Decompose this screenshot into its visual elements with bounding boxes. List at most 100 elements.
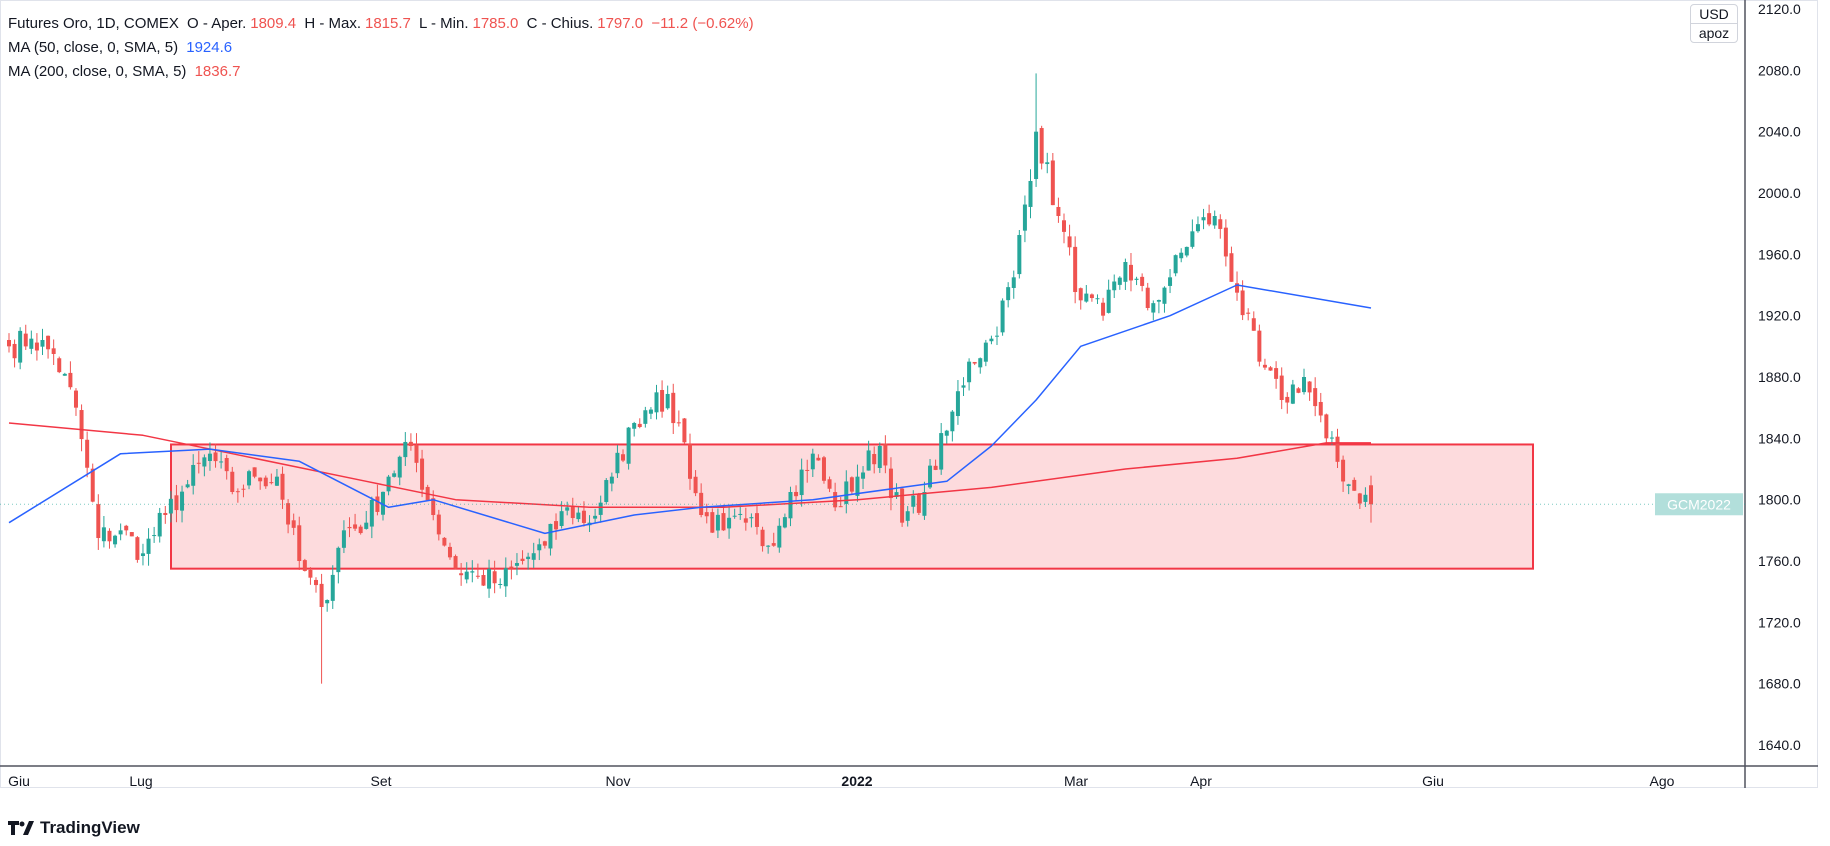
candle-body xyxy=(1302,377,1307,393)
candle-body xyxy=(207,453,212,462)
candle-body xyxy=(1039,128,1044,164)
ma50-row[interactable]: MA (50, close, 0, SMA, 5) 1924.6 xyxy=(8,36,758,60)
candle-body xyxy=(1162,287,1167,304)
candle-body xyxy=(699,492,704,515)
candle-body xyxy=(224,458,229,472)
candle-body xyxy=(609,476,614,484)
ma50-label: MA (50, close, 0, SMA, 5) xyxy=(8,39,179,56)
open-label: O - Aper. xyxy=(187,15,247,32)
candle-body xyxy=(113,535,118,545)
time-tick-label: 2022 xyxy=(841,773,872,789)
candle-body xyxy=(637,423,642,427)
candle-body xyxy=(1235,283,1240,293)
candle-body xyxy=(928,465,933,488)
candle-body xyxy=(766,545,771,547)
ma200-row[interactable]: MA (200, close, 0, SMA, 5) 1836.7 xyxy=(8,60,758,84)
candle-body xyxy=(821,457,826,481)
ma200-label: MA (200, close, 0, SMA, 5) xyxy=(8,63,187,80)
candle-body xyxy=(269,482,274,484)
candle-body xyxy=(1106,289,1111,313)
price-tick-label: 1920.0 xyxy=(1758,308,1801,324)
candle-body xyxy=(397,456,402,478)
candle-body xyxy=(548,523,553,549)
candle-body xyxy=(358,526,363,534)
candle-body xyxy=(180,491,185,511)
candle-body xyxy=(1229,253,1234,282)
candle-body xyxy=(888,468,893,499)
candle-body xyxy=(1022,204,1027,231)
candle-body xyxy=(788,492,793,519)
candle-body xyxy=(408,441,413,446)
candle-body xyxy=(1101,302,1106,316)
candle-body xyxy=(1140,276,1145,286)
candle-body xyxy=(827,479,832,489)
candle-body xyxy=(129,532,134,537)
candle-body xyxy=(341,530,346,548)
candle-body xyxy=(621,454,626,461)
candle-body xyxy=(96,504,101,538)
candle-body xyxy=(514,563,519,566)
candle-body xyxy=(1084,293,1089,302)
candle-body xyxy=(1279,375,1284,400)
candle-body xyxy=(777,525,782,548)
candle-body xyxy=(380,491,385,515)
candle-body xyxy=(1184,246,1189,256)
candle-body xyxy=(559,511,564,526)
candle-body xyxy=(877,446,882,468)
time-tick-label: Apr xyxy=(1190,773,1212,789)
candle-body xyxy=(916,494,921,513)
candle-body xyxy=(732,515,737,517)
candle-body xyxy=(403,441,408,458)
candle-body xyxy=(1128,264,1133,281)
candle-body xyxy=(1056,206,1061,216)
candle-body xyxy=(872,453,877,465)
candle-body xyxy=(1274,368,1279,379)
candle-body xyxy=(73,390,78,408)
price-tick-label: 1680.0 xyxy=(1758,676,1801,692)
candle-body xyxy=(721,513,726,531)
candle-body xyxy=(665,393,670,409)
candle-body xyxy=(1268,367,1273,371)
currency-unit-box[interactable]: USD apoz xyxy=(1690,4,1738,43)
candle-body xyxy=(682,418,687,443)
candle-body xyxy=(1123,262,1128,282)
candle-body xyxy=(581,510,586,523)
candle-body xyxy=(1034,131,1039,180)
close-label: C - Chius. xyxy=(526,15,594,32)
symbol-title[interactable]: Futures Oro, 1D, COMEX xyxy=(8,15,179,32)
candle-body xyxy=(1290,384,1295,404)
candle-body xyxy=(542,541,547,546)
candle-body xyxy=(258,477,263,482)
candle-body xyxy=(124,525,129,531)
candle-body xyxy=(436,514,441,535)
unit-label[interactable]: apoz xyxy=(1691,23,1737,42)
candle-body xyxy=(414,444,419,463)
candle-body xyxy=(442,537,447,546)
tradingview-logo[interactable]: TradingView xyxy=(8,818,140,838)
candle-body xyxy=(1078,288,1083,301)
price-tick-label: 1720.0 xyxy=(1758,614,1801,630)
candle-body xyxy=(810,453,815,470)
candle-body xyxy=(972,361,977,364)
candle-body xyxy=(520,558,525,561)
candle-body xyxy=(18,330,23,363)
candle-body xyxy=(29,338,34,349)
currency-label[interactable]: USD xyxy=(1699,6,1729,22)
candle-body xyxy=(849,477,854,492)
candle-body xyxy=(944,430,949,436)
candle-body xyxy=(286,503,291,525)
candle-body xyxy=(1246,312,1251,314)
candle-body xyxy=(57,358,62,373)
candle-body xyxy=(1179,252,1184,259)
candle-body xyxy=(453,556,458,569)
time-tick-label: Ago xyxy=(1650,773,1675,789)
candle-body xyxy=(1028,180,1033,207)
candle-body xyxy=(325,600,330,604)
candle-body xyxy=(7,340,11,347)
symbol-tag-box xyxy=(1655,493,1743,516)
candle-body xyxy=(710,512,715,533)
candle-body xyxy=(838,506,843,508)
candle-body xyxy=(386,476,391,492)
price-tick-label: 2000.0 xyxy=(1758,185,1801,201)
